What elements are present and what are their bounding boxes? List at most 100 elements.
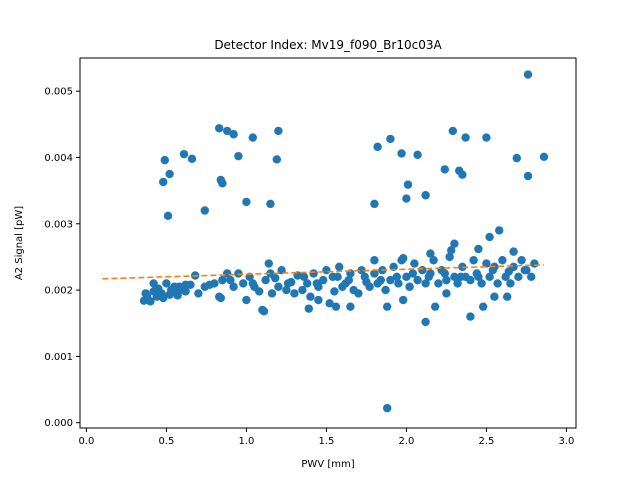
data-point — [370, 199, 379, 209]
data-point — [162, 279, 171, 288]
data-point — [477, 279, 486, 288]
data-point — [426, 249, 435, 258]
data-point — [160, 155, 169, 165]
data-point — [445, 252, 454, 262]
data-point — [440, 165, 449, 174]
data-point — [229, 282, 238, 291]
data-point — [527, 272, 536, 282]
data-point — [418, 265, 427, 275]
data-point — [408, 269, 417, 278]
data-point — [354, 289, 363, 298]
data-point — [394, 279, 403, 288]
x-tick-label: 1.5 — [318, 436, 334, 447]
data-point — [448, 126, 457, 136]
data-point — [163, 211, 173, 221]
data-point — [506, 279, 515, 288]
x-tick-label: 3.0 — [558, 436, 574, 447]
y-tick-label: 0.005 — [44, 87, 73, 98]
data-point — [248, 279, 257, 288]
data-point — [234, 151, 243, 161]
y-axis-label: A2 Signal [pW] — [14, 206, 25, 280]
data-point — [383, 403, 392, 413]
data-point — [309, 269, 318, 278]
data-point — [205, 280, 214, 289]
data-point — [410, 259, 419, 268]
data-point — [517, 256, 526, 265]
data-point — [200, 206, 209, 215]
data-point — [274, 282, 283, 291]
data-point — [403, 180, 413, 189]
y-tick-label: 0.002 — [44, 286, 73, 297]
data-point — [255, 287, 264, 296]
data-point — [322, 265, 331, 275]
data-point — [303, 279, 312, 288]
data-point — [474, 244, 483, 254]
data-point — [344, 275, 353, 285]
data-point — [450, 272, 459, 282]
data-point — [413, 275, 422, 285]
data-point — [242, 197, 251, 207]
x-tick-label: 0.0 — [78, 436, 94, 447]
y-tick-label: 0.004 — [44, 153, 73, 164]
data-point — [495, 226, 504, 235]
data-point — [504, 267, 513, 276]
data-point — [229, 130, 238, 139]
data-point — [181, 287, 190, 296]
data-point — [450, 239, 459, 248]
data-point — [146, 297, 155, 306]
data-point — [226, 275, 235, 285]
data-point — [509, 247, 518, 256]
data-point — [149, 279, 158, 288]
data-point — [466, 275, 475, 285]
data-point — [259, 307, 269, 316]
data-point — [440, 269, 449, 278]
plot-area — [102, 70, 549, 413]
data-point — [330, 287, 339, 296]
data-point — [453, 279, 462, 288]
data-point — [290, 289, 299, 298]
data-point — [413, 150, 422, 160]
data-point — [421, 279, 430, 288]
data-point — [304, 304, 313, 313]
data-point — [194, 289, 203, 298]
data-point — [461, 133, 470, 142]
data-point — [539, 152, 549, 161]
data-point — [421, 317, 430, 327]
data-point — [325, 299, 334, 308]
data-point — [523, 70, 533, 79]
data-point — [357, 265, 366, 275]
data-point — [266, 199, 275, 209]
data-point — [328, 272, 337, 282]
data-point — [479, 302, 488, 311]
data-point — [373, 142, 382, 152]
data-point — [179, 149, 189, 159]
data-point — [335, 262, 344, 272]
data-point — [264, 259, 273, 268]
data-point — [165, 169, 174, 179]
data-point — [331, 302, 341, 311]
data-point — [370, 269, 379, 278]
data-point — [376, 275, 385, 285]
data-point — [218, 179, 227, 188]
x-axis: 0.0 0.5 1.0 1.5 2.0 2.5 3.0 — [78, 428, 574, 447]
data-point — [282, 285, 291, 295]
data-point — [215, 124, 224, 133]
data-point — [298, 285, 307, 295]
data-point — [530, 259, 539, 268]
data-point — [397, 149, 406, 158]
data-point — [456, 272, 465, 282]
data-point — [503, 292, 512, 301]
data-point — [424, 272, 433, 282]
data-point — [442, 289, 451, 298]
data-point — [223, 126, 232, 136]
data-point — [239, 279, 248, 288]
x-tick-label: 0.5 — [158, 436, 174, 447]
data-point — [383, 302, 392, 311]
data-point — [399, 254, 408, 263]
x-axis-label: PWV [mm] — [301, 459, 354, 470]
data-point — [381, 285, 390, 295]
data-point — [488, 265, 497, 275]
data-point — [429, 256, 438, 265]
data-point — [283, 279, 293, 288]
